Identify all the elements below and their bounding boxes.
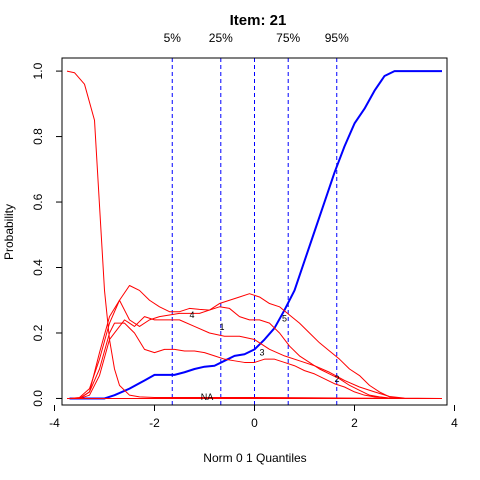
series-label: 2 [334,374,339,384]
y-tick-label: 0.8 [31,128,45,145]
x-tick-label: 2 [351,416,358,430]
y-tick-label: 0.6 [31,193,45,210]
x-tick-label: 0 [251,416,258,430]
series-label: NA [201,392,214,402]
series-label: 1 [219,322,224,332]
quantile-label: 95% [325,31,349,45]
series-line [69,293,442,399]
series-label: 5 [282,313,287,323]
y-tick-label: 0.4 [31,259,45,276]
x-tick-label: -4 [49,416,60,430]
series-line [66,70,442,399]
series-label: 3 [259,348,264,358]
series-line [69,316,443,399]
quantile-lines [171,58,338,405]
series-line [69,322,442,399]
y-tick-label: 0.0 [31,390,45,407]
quantile-label: 5% [164,31,182,45]
x-tick-label: -2 [149,416,160,430]
y-tick-label: 0.2 [31,324,45,341]
quantile-labels: 5% 25% 75% 95% [164,31,350,45]
chart-title: Item: 21 [230,12,287,29]
y-tick-label: 1.0 [31,62,45,79]
y-axis-label: Probability [2,204,16,260]
curve-labels: 5 4 1 3 2 NA [189,310,339,402]
x-tick-label: 4 [451,416,458,430]
series-line [69,70,442,400]
series-layer [66,70,443,400]
x-axis-label: Norm 0 1 Quantiles [203,451,306,465]
series-line [69,285,442,399]
y-axis: 0.0 0.2 0.4 0.6 0.8 1.0 [31,62,62,407]
x-axis: -4 -2 0 2 4 [49,405,458,430]
quantile-label: 25% [209,31,233,45]
series-label: 4 [189,310,194,320]
quantile-label: 75% [276,31,300,45]
